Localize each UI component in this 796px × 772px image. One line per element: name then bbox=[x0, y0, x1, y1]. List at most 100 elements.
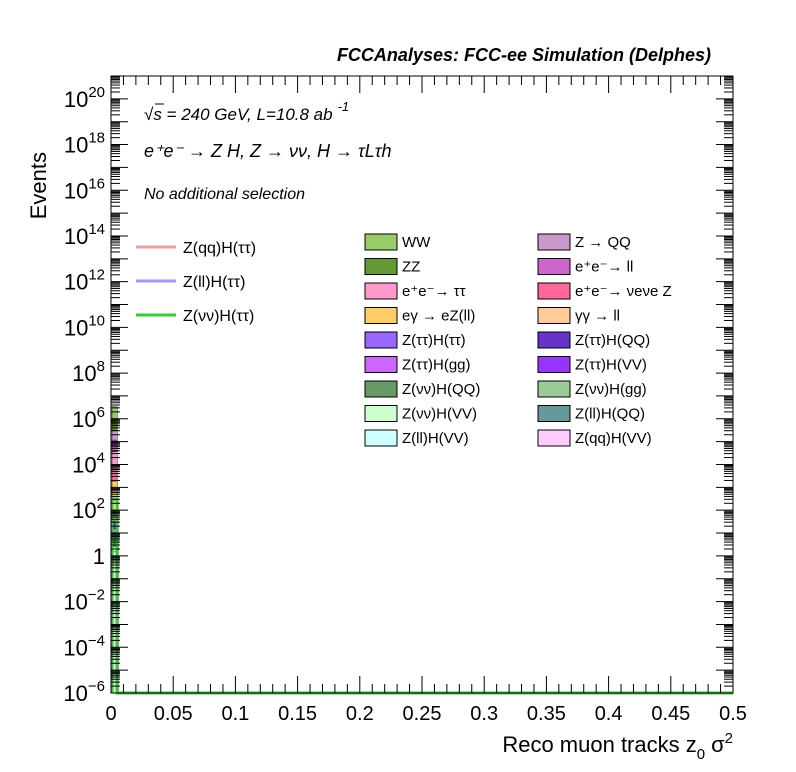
x-axis: 0 0.05 0.1 0.15 0.2 0.25 0.3 0.35 0.4 0.45 0.5 bbox=[105, 76, 747, 725]
legend-swatch-e⁺e⁻→ νeνe Z bbox=[537, 282, 571, 300]
y-tick-label-base: 10 bbox=[64, 178, 88, 203]
legend-label: eγ → eZ(ll) bbox=[402, 308, 475, 325]
legend-swatch-Z(ττ)H(QQ) bbox=[537, 331, 571, 349]
legend-label: Z(ττ)H(gg) bbox=[402, 357, 471, 374]
y-tick-label-exponent: 18 bbox=[88, 130, 105, 147]
legend-label: Z(ττ)H(QQ) bbox=[575, 332, 650, 349]
y-tick-label: 102 bbox=[72, 495, 105, 523]
signal-histograms bbox=[110, 497, 733, 695]
y-tick-label: 1014 bbox=[64, 221, 105, 249]
annotation-process: e⁺e⁻ → Z H, Z → νν, H → τLτh bbox=[144, 141, 392, 161]
legend-label: e⁺e⁻→ νeνe Z bbox=[575, 283, 672, 300]
y-tick-label: 1020 bbox=[64, 84, 105, 112]
legend-swatch-eγ → eZ(ll) bbox=[364, 307, 398, 324]
y-tick-label-base: 1 bbox=[93, 544, 105, 569]
legend-label: Z(νν)H(gg) bbox=[575, 381, 647, 398]
legend-swatch-γγ → ll bbox=[537, 307, 571, 324]
legend-swatch-Z(νν)H(gg) bbox=[537, 380, 571, 398]
y-tick-label: 1012 bbox=[64, 267, 105, 295]
legend-swatch-Z(qq)H(VV) bbox=[537, 429, 571, 447]
y-tick-label-base: 10 bbox=[64, 270, 88, 295]
legend-swatch-e⁺e⁻→ ττ bbox=[364, 282, 398, 300]
legend-label: Z(ll)H(QQ) bbox=[575, 406, 645, 423]
legend-label: WW bbox=[402, 234, 431, 251]
signal-line-Z(qq)H(ττ) bbox=[110, 517, 733, 695]
legend-label: ZZ bbox=[402, 259, 420, 276]
legend-swatch-Z(ττ)H(gg) bbox=[364, 356, 398, 373]
x-tick-label: 0.2 bbox=[346, 703, 374, 725]
legend-label: e⁺e⁻→ ττ bbox=[402, 283, 466, 300]
legend-label: γγ → ll bbox=[575, 308, 620, 325]
x-axis-label: Reco muon tracks z0 σ2 bbox=[502, 730, 733, 763]
y-tick-label-exponent: −4 bbox=[88, 632, 105, 649]
y-tick-label: 1018 bbox=[64, 130, 105, 158]
x-axis-label-main: Reco muon tracks z bbox=[502, 732, 696, 757]
y-tick-label-base: 10 bbox=[64, 87, 88, 112]
legend-label: Z(qq)H(ττ) bbox=[183, 240, 256, 257]
y-axis-label: Events bbox=[26, 152, 51, 219]
y-tick-label: 108 bbox=[72, 358, 105, 386]
y-tick-label-base: 10 bbox=[64, 133, 88, 158]
legend-label: e⁺e⁻→ ll bbox=[575, 259, 633, 276]
signal-line-Z(ll)H(ττ) bbox=[110, 533, 733, 695]
x-tick-label: 0.5 bbox=[719, 703, 747, 725]
y-tick-label-exponent: 8 bbox=[97, 358, 105, 375]
y-tick-label-exponent: 10 bbox=[88, 312, 105, 329]
legend-backgrounds: WW Z → QQ ZZ e⁺e⁻→ ll e⁺e⁻→ ττ e⁺e⁻→ νeνe Z eγ… bbox=[364, 233, 672, 447]
x-tick-label: 0.4 bbox=[595, 703, 623, 725]
legend-swatch-Z(ll)H(QQ) bbox=[537, 405, 571, 422]
y-tick-label-base: 10 bbox=[72, 498, 96, 523]
legend-swatch-Z(ll)H(VV) bbox=[364, 429, 398, 447]
y-tick-label-base: 10 bbox=[64, 315, 88, 340]
legend-label: Z(qq)H(VV) bbox=[575, 430, 652, 447]
y-axis: 10−610−410−21102104106108101010121014101… bbox=[63, 76, 733, 706]
y-tick-label-exponent: −2 bbox=[88, 587, 105, 604]
chart-title: FCCAnalyses: FCC-ee Simulation (Delphes) bbox=[337, 45, 711, 65]
y-tick-label-exponent: 20 bbox=[88, 84, 105, 101]
y-tick-label: 106 bbox=[72, 404, 105, 432]
x-tick-label: 0.1 bbox=[221, 703, 249, 725]
y-tick-label-base: 10 bbox=[63, 635, 87, 660]
y-tick-label-base: 10 bbox=[72, 361, 96, 386]
y-tick-label-exponent: 12 bbox=[88, 267, 105, 284]
y-tick-label-base: 10 bbox=[72, 407, 96, 432]
y-tick-label-exponent: 6 bbox=[97, 404, 105, 421]
y-tick-label: 1 bbox=[93, 544, 105, 569]
legend-label: Z(ττ)H(VV) bbox=[575, 357, 647, 374]
y-tick-label-exponent: 4 bbox=[97, 449, 105, 466]
y-tick-label: 1016 bbox=[64, 175, 105, 203]
legend-label: Z(νν)H(QQ) bbox=[402, 381, 480, 398]
legend-label: Z(ττ)H(ττ) bbox=[402, 332, 466, 349]
y-tick-label-exponent: 14 bbox=[88, 221, 105, 238]
stack-bar-e⁺e⁻→ νeνe Z bbox=[111, 467, 118, 482]
y-tick-label: 10−4 bbox=[63, 632, 105, 660]
y-tick-label-base: 10 bbox=[63, 681, 87, 706]
legend-label: Z(ll)H(VV) bbox=[402, 430, 469, 447]
y-tick-label-exponent: −6 bbox=[88, 678, 105, 695]
stack-bar-WW bbox=[111, 406, 118, 420]
legend-swatch-ZZ bbox=[364, 258, 398, 275]
x-tick-label: 0.15 bbox=[278, 703, 317, 725]
signal-line-Z(νν)H(ττ) bbox=[110, 497, 733, 695]
annotation-selection: No additional selection bbox=[144, 186, 305, 203]
x-tick-label: 0.3 bbox=[470, 703, 498, 725]
x-tick-label: 0.25 bbox=[403, 703, 442, 725]
y-tick-label-base: 10 bbox=[63, 590, 87, 615]
legend-swatch-Z(νν)H(QQ) bbox=[364, 380, 398, 398]
annotation-energy-lumi-exponent: -1 bbox=[338, 99, 350, 114]
x-axis-label-superscript: 2 bbox=[725, 730, 733, 747]
x-axis-label-subscript: 0 bbox=[697, 746, 705, 763]
y-tick-label: 10−6 bbox=[63, 678, 105, 706]
x-tick-label: 0.05 bbox=[154, 703, 193, 725]
legend-label: Z(νν)H(ττ) bbox=[183, 308, 254, 325]
legend-swatch-Z → QQ bbox=[537, 233, 571, 251]
legend-signals: Z(qq)H(ττ) Z(ll)H(ττ) Z(νν)H(ττ) bbox=[136, 240, 256, 325]
legend-swatch-Z(νν)H(VV) bbox=[364, 405, 398, 422]
annotation-energy-lumi-main: √s = 240 GeV, L=10.8 ab bbox=[144, 105, 333, 124]
x-axis-label-sigma: σ bbox=[711, 732, 725, 757]
legend-swatch-WW bbox=[364, 233, 398, 251]
x-tick-label: 0 bbox=[105, 703, 116, 725]
y-tick-label-exponent: 16 bbox=[88, 175, 105, 192]
x-tick-label: 0.45 bbox=[651, 703, 690, 725]
